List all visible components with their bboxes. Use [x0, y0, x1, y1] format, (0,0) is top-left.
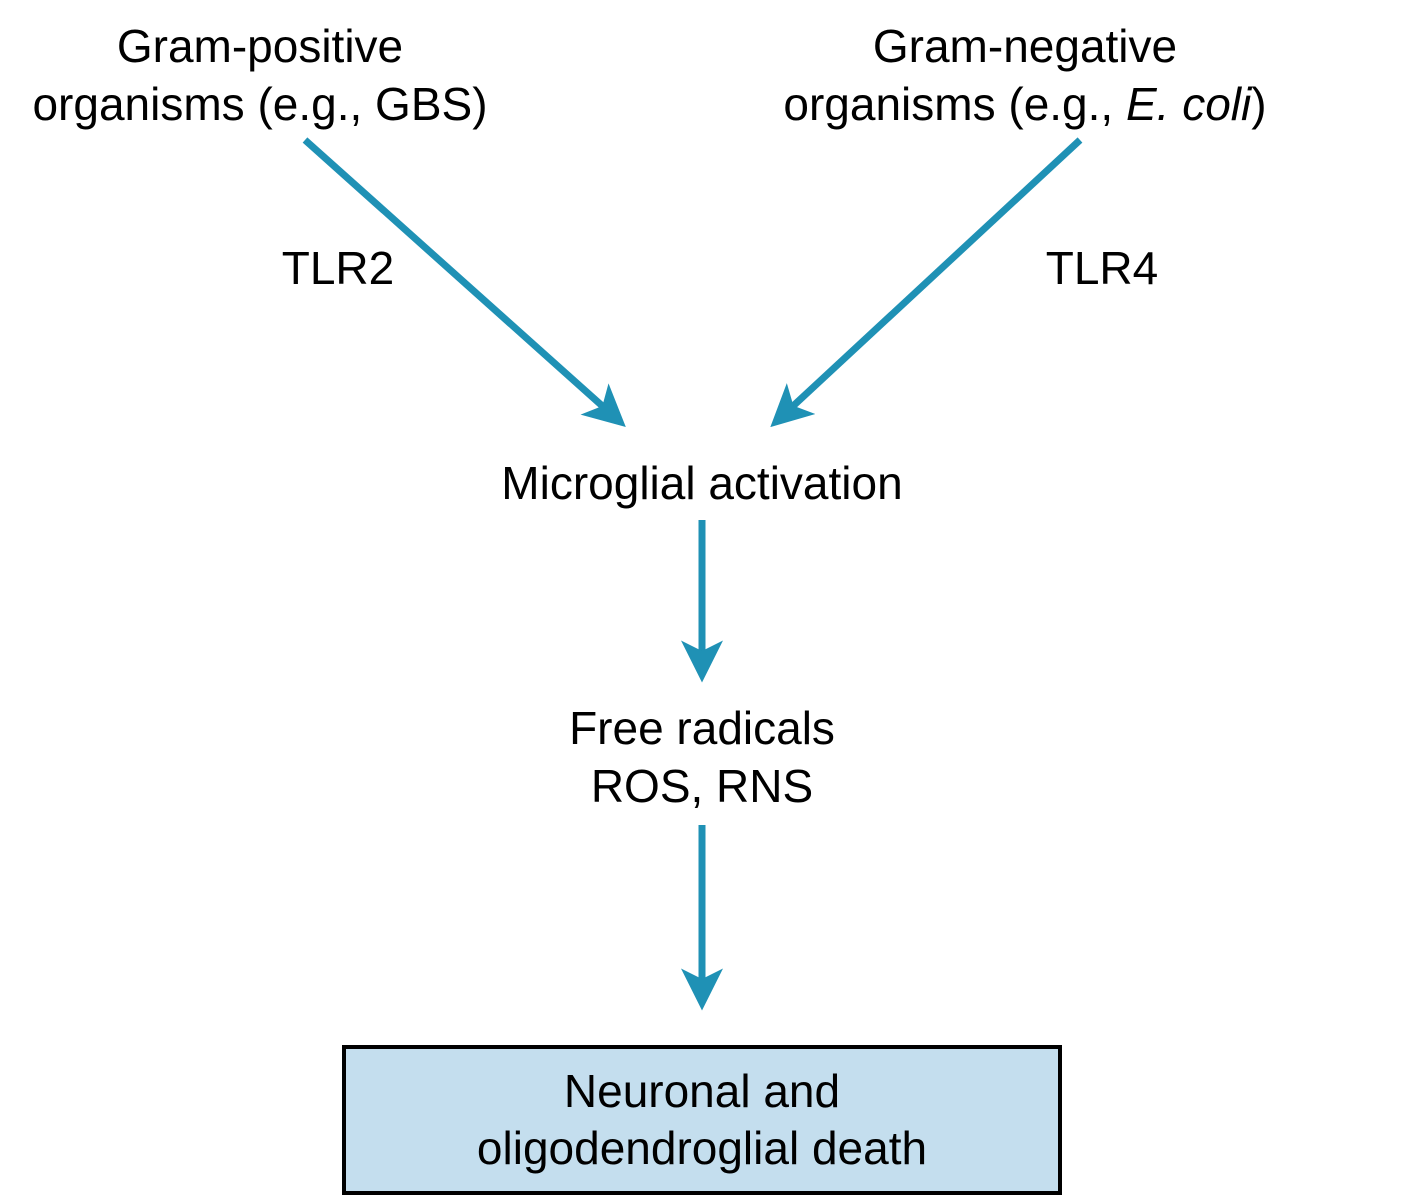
tlr2-label: TLR2 [282, 242, 394, 294]
flowchart-diagram: Gram-positive organisms (e.g., GBS) Gram… [0, 0, 1402, 1197]
free-radicals-line1: Free radicals [502, 700, 902, 758]
arrows-layer [0, 0, 1402, 1197]
node-tlr4: TLR4 [1022, 240, 1182, 298]
gram-negative-line2: organisms (e.g., E. coli) [725, 76, 1325, 134]
gram-positive-line1: Gram-positive [0, 18, 520, 76]
arrows-group [305, 140, 1080, 1000]
tlr4-label: TLR4 [1046, 242, 1158, 294]
gram-negative-prefix: organisms (e.g., [783, 78, 1126, 130]
outcome-line2: oligodendroglial death [477, 1120, 927, 1178]
node-outcome: Neuronal and oligodendroglial death [342, 1045, 1062, 1195]
node-gram-positive: Gram-positive organisms (e.g., GBS) [0, 18, 520, 133]
gram-positive-prefix: organisms (e.g., [32, 78, 375, 130]
node-tlr2: TLR2 [258, 240, 418, 298]
gram-positive-suffix: GBS) [375, 78, 487, 130]
microglial-label: Microglial activation [501, 457, 902, 509]
node-gram-negative: Gram-negative organisms (e.g., E. coli) [725, 18, 1325, 133]
gram-positive-line2: organisms (e.g., GBS) [0, 76, 520, 134]
free-radicals-line2: ROS, RNS [502, 758, 902, 816]
node-microglial: Microglial activation [452, 455, 952, 513]
gram-negative-italic: E. coli [1126, 78, 1251, 130]
node-free-radicals: Free radicals ROS, RNS [502, 700, 902, 815]
gram-negative-suffix: ) [1251, 78, 1266, 130]
gram-negative-line1: Gram-negative [725, 18, 1325, 76]
outcome-line1: Neuronal and [564, 1063, 840, 1121]
